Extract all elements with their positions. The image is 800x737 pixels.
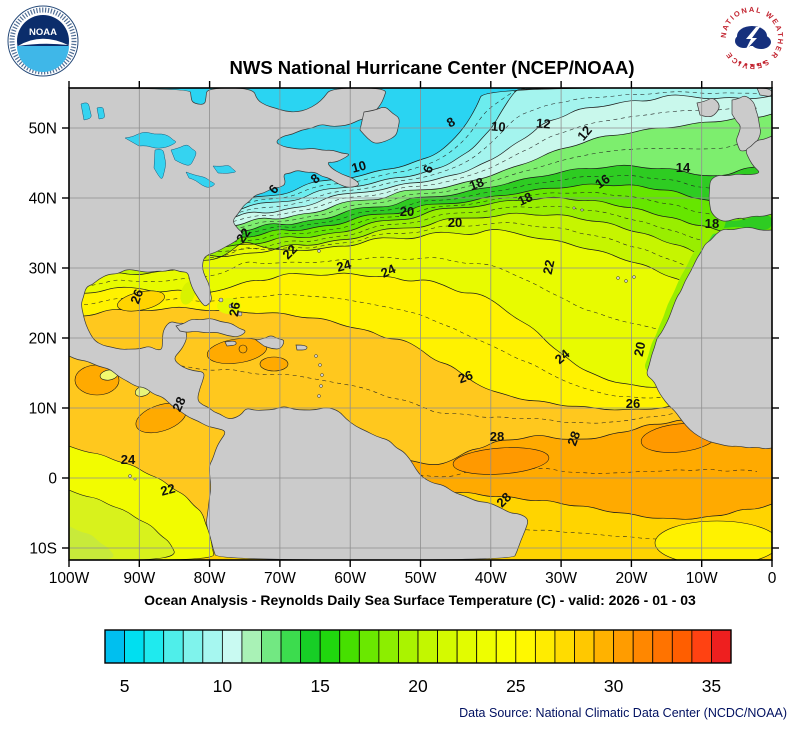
y-tick-label-30N: 30N: [29, 261, 57, 278]
x-tick-label-10W: 10W: [686, 570, 718, 587]
noaa-logo: NOAA: [7, 5, 79, 77]
x-tick-label-90W: 90W: [123, 570, 155, 587]
map-caption: Ocean Analysis - Reynolds Daily Sea Surf…: [144, 592, 696, 608]
landmass-europe: [708, 135, 772, 222]
isotherm-label-28: 28: [564, 429, 583, 448]
lake-michigan: [153, 149, 166, 179]
colorbar-legend: 5 10 15 20 25 30 35: [104, 629, 732, 696]
isotherm-label-22: 22: [159, 481, 177, 499]
isotherm-label-22: 22: [233, 225, 254, 245]
lake-winnipeg: [80, 102, 92, 121]
x-tick-label-40W: 40W: [475, 570, 507, 587]
y-tick-label-40N: 40N: [29, 191, 57, 208]
nws-stars-icon: [738, 61, 766, 67]
y-tick-label-20N: 20N: [29, 331, 57, 348]
isotherm-label-26: 26: [456, 367, 475, 386]
colorbar-tick-label-30: 30: [604, 676, 624, 696]
data-source-credit: Data Source: National Climatic Data Cent…: [459, 706, 787, 720]
isotherm-label-26: 26: [127, 287, 146, 306]
colorbar-tick-label-20: 20: [408, 676, 428, 696]
landmass-cuba: [175, 318, 246, 337]
landmass-jamaica: [224, 340, 237, 347]
landmass-ireland: [696, 98, 720, 118]
page-title: NWS National Hurricane Center (NCEP/NOAA…: [230, 57, 635, 78]
x-tick-label-70W: 70W: [264, 570, 296, 587]
isotherm-label-20: 20: [448, 215, 462, 230]
isotherm-label-20: 20: [400, 204, 414, 219]
colorbar-tick-label-10: 10: [213, 676, 233, 696]
nws-cloud-lightning-icon: [735, 26, 771, 51]
colorbar-tick-label-35: 35: [702, 676, 721, 696]
lake-ontario: [212, 165, 236, 174]
colorbar-tick-label-5: 5: [120, 676, 130, 696]
landmass-puerto-rico: [295, 344, 308, 351]
isotherm-label-18: 18: [705, 216, 719, 231]
isotherm-label-10: 10: [491, 118, 507, 134]
isotherm-label-26: 26: [226, 301, 243, 318]
lake-superior: [124, 132, 176, 149]
noaa-bird-icon: [18, 38, 68, 46]
lake-erie: [185, 171, 215, 188]
colorbar-tick-label-15: 15: [310, 676, 329, 696]
isotherm-label-20: 20: [631, 340, 649, 357]
y-tick-label-0: 0: [48, 471, 57, 488]
x-tick-label-20W: 20W: [615, 570, 647, 587]
isotherm-label-18: 18: [467, 174, 486, 193]
colorbar-tick-label-25: 25: [506, 676, 525, 696]
x-tick-label-0: 0: [768, 570, 777, 587]
landmass-newfoundland: [359, 107, 400, 144]
x-tick-label-80W: 80W: [194, 570, 226, 587]
y-tick-label-50N: 50N: [29, 121, 57, 138]
isotherm-label-24: 24: [335, 256, 354, 274]
isotherm-label-10: 10: [350, 158, 368, 176]
y-tick-label-10N: 10N: [29, 401, 57, 418]
isotherm-label-28: 28: [169, 394, 189, 413]
x-tick-label-50W: 50W: [405, 570, 437, 587]
lake-manitoba: [96, 107, 105, 120]
noaa-ring-text-icon: [9, 7, 77, 75]
isotherm-label-22: 22: [540, 258, 558, 275]
isotherm-label-12: 12: [536, 115, 552, 131]
isotherm-label-14: 14: [676, 160, 691, 175]
isotherm-label-16: 16: [592, 171, 612, 192]
x-tick-label-30W: 30W: [545, 570, 577, 587]
isotherm-label-28: 28: [490, 429, 504, 444]
noaa-logo-label: NOAA: [29, 27, 57, 38]
isotherm-label-24: 24: [121, 452, 136, 467]
landmass-americas-mainland: [69, 88, 528, 560]
x-tick-label-100W: 100W: [49, 570, 90, 587]
isotherm-label-26: 26: [626, 396, 640, 411]
lake-huron: [170, 144, 197, 166]
map-axes: 100W 90W 80W 70W 60W 50W 40W 30W 20W 10W 0 50N 40N 30…: [29, 81, 779, 587]
nws-logo: NATIONAL WEATHER SERVICE: [718, 4, 786, 72]
landmass-hispaniola: [255, 335, 285, 350]
isotherm-label-18: 18: [515, 189, 534, 209]
y-tick-label-10S: 10S: [29, 541, 57, 558]
x-tick-label-60W: 60W: [334, 570, 366, 587]
isotherm-label-24: 24: [378, 261, 398, 281]
